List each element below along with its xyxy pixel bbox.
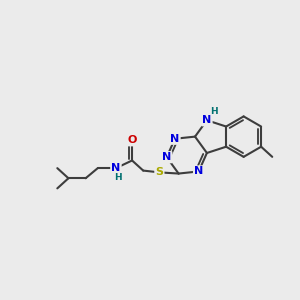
Text: O: O xyxy=(128,135,137,145)
Text: H: H xyxy=(210,107,217,116)
Text: N: N xyxy=(194,167,203,176)
Text: N: N xyxy=(202,115,212,125)
Text: H: H xyxy=(114,173,122,182)
Text: N: N xyxy=(170,134,179,144)
Text: N: N xyxy=(111,163,121,173)
Text: S: S xyxy=(155,167,164,177)
Text: N: N xyxy=(162,152,171,162)
